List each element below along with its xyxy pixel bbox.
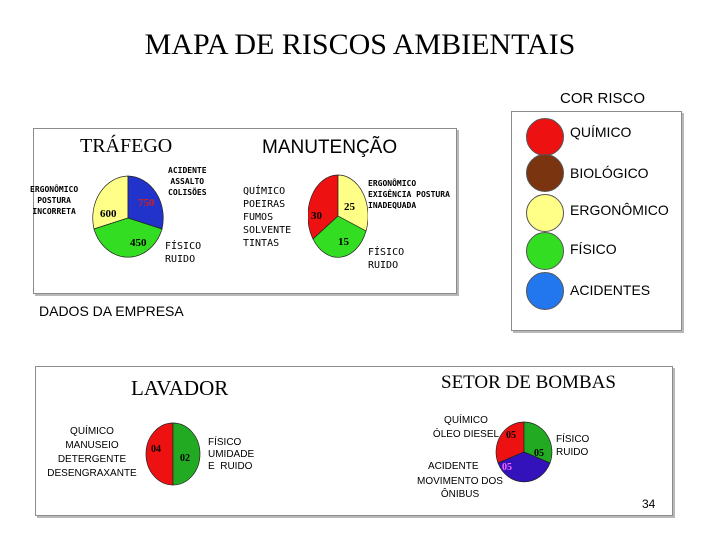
trafego-label-fisico: FÍSICO RUIDO xyxy=(165,241,202,265)
lavador-slice-quimico xyxy=(145,422,174,486)
bombas-label-acidente: ACIDENTE xyxy=(428,461,479,472)
lavador-slice-fisico xyxy=(172,422,201,486)
page-title: MAPA DE RISCOS AMBIENTAIS xyxy=(144,28,576,61)
legend-label-fisico: FÍSICO xyxy=(570,241,617,257)
manutencao-value-ergonomico: 25 xyxy=(344,201,356,213)
trafego-label-ergonomico: ERGONÔMICO POSTURA INCORRETA xyxy=(30,185,79,216)
bombas-slice-fisico xyxy=(523,421,553,464)
bottom-panel xyxy=(35,366,673,516)
manutencao-label-ergonomico: ERGONÔMICO EXIGÊNCIA POSTURA INADEQUADA xyxy=(368,179,450,210)
legend-swatch-biologico xyxy=(526,154,564,192)
legend-label-acidentes: ACIDENTES xyxy=(570,282,651,298)
trafego-value-fisico: 450 xyxy=(130,237,147,249)
trafego-slice-fisico xyxy=(93,217,163,258)
bombas-slice-quimico xyxy=(495,421,525,464)
legend-swatch-quimico xyxy=(526,118,564,156)
bombas-slice-acidentes xyxy=(497,451,551,483)
manutencao-pie: 30 25 15 xyxy=(308,174,368,258)
legend-label-biologico: BIOLÓGICO xyxy=(570,165,649,181)
trafego-heading: TRÁFEGO xyxy=(80,135,173,157)
trafego-slice-ergonomico xyxy=(92,175,129,230)
bombas-label-acidente-sub: MOVIMENTO DOS ÔNIBUS xyxy=(417,476,503,500)
trafego-value-acidentes: 750 xyxy=(138,197,155,209)
page-number: 34 xyxy=(642,497,656,511)
trafego-slice-acidentes xyxy=(127,175,164,230)
company-label: DADOS DA EMPRESA xyxy=(39,303,184,319)
bombas-value-fisico: 05 xyxy=(534,448,544,459)
manutencao-label-fisico: FÍSICO RUIDO xyxy=(368,247,405,271)
manutencao-value-quimico: 30 xyxy=(311,210,323,222)
lavador-label-quimico: QUÍMICO MANUSEIO DETERGENTE DESENGRAXANT… xyxy=(47,426,137,479)
lavador-value-fisico: 02 xyxy=(180,453,190,464)
lavador-pie: 04 02 xyxy=(145,422,201,486)
legend-swatch-ergonomico xyxy=(526,194,564,232)
top-panel xyxy=(33,128,457,294)
trafego-pie: 600 750 450 xyxy=(92,175,164,258)
bombas-label-quimico: QUÍMICO ÓLEO DIESEL xyxy=(432,415,500,440)
legend-label-ergonomico: ERGONÔMICO xyxy=(570,202,669,218)
manutencao-value-fisico: 15 xyxy=(338,236,350,248)
manutencao-slice-quimico xyxy=(308,174,339,240)
legend-swatch-fisico xyxy=(526,232,564,270)
manutencao-slice-ergonomico xyxy=(337,174,368,232)
lavador-heading: LAVADOR xyxy=(131,376,229,400)
trafego-value-ergonomico: 600 xyxy=(100,208,117,220)
bombas-label-fisico: FÍSICO RUIDO xyxy=(556,434,590,458)
legend-box: QUÍMICO BIOLÓGICO ERGONÔMICO FÍSICO ACID… xyxy=(511,111,682,331)
manutencao-slice-fisico xyxy=(312,215,367,258)
bombas-value-acidentes: 05 xyxy=(502,462,512,473)
legend-heading: COR RISCO xyxy=(560,90,646,107)
manutencao-heading: MANUTENÇÃO xyxy=(262,137,398,158)
bombas-pie: 05 05 05 xyxy=(495,421,553,483)
lavador-value-quimico: 04 xyxy=(151,444,161,455)
bombas-heading: SETOR DE BOMBAS xyxy=(441,372,616,393)
trafego-label-acidente: ACIDENTE ASSALTO COLISÕES xyxy=(168,166,207,197)
bombas-value-quimico: 05 xyxy=(506,430,516,441)
manutencao-label-quimico: QUÍMICO POEIRAS FUMOS SOLVENTE TINTAS xyxy=(243,186,292,249)
legend-swatch-acidentes xyxy=(526,272,564,310)
legend-label-quimico: QUÍMICO xyxy=(570,124,632,140)
lavador-label-fisico: FÍSICO UMIDADE E RUIDO xyxy=(208,437,255,472)
